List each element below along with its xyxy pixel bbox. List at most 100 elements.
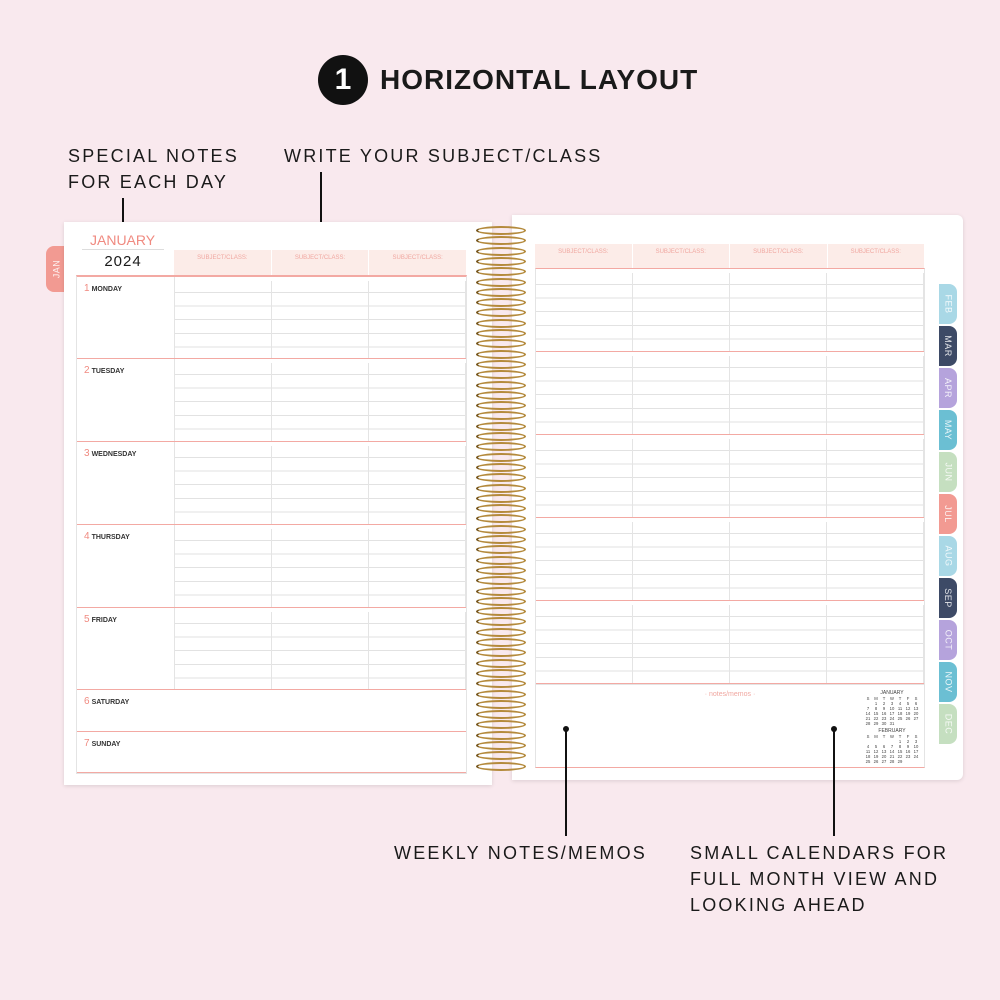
tab-jan[interactable]: JAN xyxy=(46,246,66,292)
day-row: 6 SATURDAY xyxy=(77,690,466,732)
tab-nov[interactable]: NOV xyxy=(939,662,957,702)
subject-cell[interactable] xyxy=(633,356,730,434)
day-label[interactable]: 5 FRIDAY xyxy=(77,608,175,689)
subject-cell[interactable] xyxy=(827,273,924,351)
subject-cell[interactable] xyxy=(272,529,369,607)
subject-cell[interactable] xyxy=(633,439,730,517)
date: 24 xyxy=(889,716,895,721)
subject-label[interactable]: SUBJECT/CLASS: xyxy=(827,244,925,268)
subject-cell[interactable] xyxy=(730,356,827,434)
weekday: M xyxy=(874,734,878,739)
tab-dec[interactable]: DEC xyxy=(939,704,957,744)
subject-cell[interactable] xyxy=(272,612,369,689)
date: 26 xyxy=(873,759,879,764)
date: 18 xyxy=(897,711,903,716)
notes-label: · notes/memos · xyxy=(704,691,756,698)
tab-aug[interactable]: AUG xyxy=(939,536,957,576)
mini-calendar-month: FEBRUARY xyxy=(878,728,906,734)
subject-cell[interactable] xyxy=(536,522,633,600)
weekday: S xyxy=(914,696,918,701)
subject-label[interactable]: SUBJECT/CLASS: xyxy=(535,244,633,268)
week-grid: 1 MONDAY 2 TUESDAY 3 WEDNESDAY 4 THURSDAY 5 FRIDA… xyxy=(76,275,467,774)
subject-cell[interactable] xyxy=(369,446,466,524)
subject-cell[interactable] xyxy=(730,522,827,600)
subject-cell[interactable] xyxy=(175,363,272,441)
spiral-coil xyxy=(476,555,526,565)
spiral-coil xyxy=(476,349,526,359)
day-name: SUNDAY xyxy=(91,741,121,748)
date: 19 xyxy=(905,711,911,716)
subject-label[interactable]: SUBJECT/CLASS: xyxy=(632,244,730,268)
subject-cell[interactable] xyxy=(827,439,924,517)
date: 4 xyxy=(866,744,870,749)
day-row: 7 SUNDAY xyxy=(77,732,466,773)
subject-label[interactable]: SUBJECT/CLASS: xyxy=(174,250,272,275)
subject-cell[interactable] xyxy=(730,273,827,351)
callout-dot xyxy=(831,726,837,732)
subject-cell[interactable] xyxy=(369,612,466,689)
tab-may[interactable]: MAY xyxy=(939,410,957,450)
date: 5 xyxy=(906,701,910,706)
spiral-coil xyxy=(476,524,526,534)
spiral-coil xyxy=(476,730,526,740)
callout-subject: WRITE YOUR SUBJECT/CLASS xyxy=(284,146,603,166)
day-label[interactable]: 2 TUESDAY xyxy=(77,359,175,441)
subject-cell[interactable] xyxy=(633,522,730,600)
subject-cell[interactable] xyxy=(827,356,924,434)
tab-sep[interactable]: SEP xyxy=(939,578,957,618)
subject-cell[interactable] xyxy=(369,281,466,358)
subject-cell[interactable] xyxy=(272,446,369,524)
spiral-coil xyxy=(476,298,526,308)
tab-mar[interactable]: MAR xyxy=(939,326,957,366)
subject-cell[interactable] xyxy=(633,605,730,683)
tab-oct[interactable]: OCT xyxy=(939,620,957,660)
heading: 1 HORIZONTAL LAYOUT xyxy=(318,55,698,105)
subject-cell[interactable] xyxy=(730,439,827,517)
subject-cell[interactable] xyxy=(175,529,272,607)
day-row: 4 THURSDAY xyxy=(77,525,466,608)
subject-label[interactable]: SUBJECT/CLASS: xyxy=(730,244,828,268)
day-label[interactable]: 3 WEDNESDAY xyxy=(77,442,175,524)
spiral-coil xyxy=(476,596,526,606)
subject-cell[interactable] xyxy=(633,273,730,351)
subject-label[interactable]: SUBJECT/CLASS: xyxy=(271,250,370,275)
day-label[interactable]: 6 SATURDAY xyxy=(77,690,466,731)
day-label[interactable]: 4 THURSDAY xyxy=(77,525,175,607)
subject-cell[interactable] xyxy=(827,605,924,683)
tab-apr[interactable]: APR xyxy=(939,368,957,408)
spiral-coil xyxy=(476,658,526,668)
date: 23 xyxy=(881,716,887,721)
subject-label[interactable]: SUBJECT/CLASS: xyxy=(369,250,468,275)
date: 9 xyxy=(882,706,886,711)
spiral-coil xyxy=(476,318,526,328)
subject-cell[interactable] xyxy=(827,522,924,600)
tab-jun[interactable]: JUN xyxy=(939,452,957,492)
subject-cell[interactable] xyxy=(175,612,272,689)
weekday: T xyxy=(882,734,886,739)
weekday: S xyxy=(866,734,870,739)
subject-cell[interactable] xyxy=(272,281,369,358)
subject-cell[interactable] xyxy=(175,281,272,358)
spiral-coil xyxy=(476,576,526,586)
subject-cell[interactable] xyxy=(730,605,827,683)
subject-cell[interactable] xyxy=(369,529,466,607)
tab-jul[interactable]: JUL xyxy=(939,494,957,534)
notes-memos-area[interactable]: · notes/memos · xyxy=(535,684,925,768)
day-label[interactable]: 1 MONDAY xyxy=(77,277,175,358)
subject-cell[interactable] xyxy=(536,356,633,434)
subject-cell[interactable] xyxy=(272,363,369,441)
subject-cell[interactable] xyxy=(536,439,633,517)
right-page: SUBJECT/CLASS: SUBJECT/CLASS: SUBJECT/CL… xyxy=(512,215,963,780)
date: 20 xyxy=(913,711,919,716)
date: 14 xyxy=(889,749,895,754)
spiral-coil xyxy=(476,226,526,235)
weekday: F xyxy=(906,734,910,739)
tab-feb[interactable]: FEB xyxy=(939,284,957,324)
subject-cell[interactable] xyxy=(175,446,272,524)
subject-cell[interactable] xyxy=(369,363,466,441)
subject-cell[interactable] xyxy=(536,273,633,351)
day-label[interactable]: 7 SUNDAY xyxy=(77,732,466,772)
mini-calendar-february: FEBRUARY S M T W T F S 1 2 3 4 5 6 7 8 9 10 11 12 13 14 15 16 17… xyxy=(864,728,920,765)
subject-cell[interactable] xyxy=(536,605,633,683)
day-name: SATURDAY xyxy=(91,699,130,706)
